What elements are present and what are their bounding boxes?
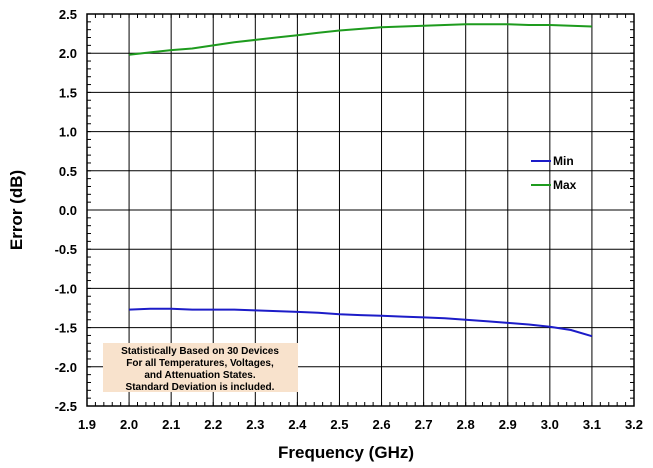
- y-tick-label: 2.0: [59, 46, 77, 61]
- x-tick-label: 2.0: [120, 417, 138, 432]
- y-axis-title: Error (dB): [7, 170, 26, 250]
- x-tick-label: 2.6: [372, 417, 390, 432]
- legend-label-min: Min: [553, 154, 574, 168]
- annotation-background: [103, 343, 298, 392]
- plot-frame: [86, 13, 635, 407]
- y-tick-label: -1.0: [55, 281, 77, 296]
- x-tick-labels: 1.9 2.0 2.1 2.2 2.3 2.4 2.5 2.6 2.7 2.8 2.9 3.0 3.1 3…: [78, 417, 643, 432]
- annotation-box: Statistically Based on 30 Devices For al…: [103, 343, 298, 393]
- annotation-line-4: Standard Deviation is included.: [126, 382, 275, 393]
- annotation-line-2: For all Temperatures, Voltages,: [126, 358, 274, 369]
- y-tick-label: 0.5: [59, 164, 77, 179]
- legend-label-max: Max: [553, 178, 577, 192]
- x-tick-label: 2.7: [415, 417, 433, 432]
- x-tick-label: 3.1: [583, 417, 601, 432]
- x-tick-label: 2.2: [204, 417, 222, 432]
- y-tick-labels: 2.5 2.0 1.5 1.0 0.5 0.0 -0.5 -1.0 -1.5 -2.0 -2.5: [55, 7, 77, 414]
- annotation-line-1: Statistically Based on 30 Devices: [121, 346, 279, 357]
- series-line-min: [129, 307, 593, 338]
- series-line-max: [128, 23, 592, 56]
- y-tick-label: -0.5: [55, 242, 77, 257]
- x-tick-label: 2.8: [457, 417, 475, 432]
- x-tick-label: 1.9: [78, 417, 96, 432]
- series-layer: [128, 23, 593, 338]
- y-tick-label: 1.0: [59, 125, 77, 140]
- x-tick-label: 2.9: [499, 417, 517, 432]
- x-tick-label: 2.4: [288, 417, 307, 432]
- y-tick-label: -2.5: [55, 399, 77, 414]
- legend: Min Max: [531, 154, 577, 192]
- x-tick-label: 2.1: [162, 417, 180, 432]
- y-tick-label: 1.5: [59, 85, 77, 100]
- y-tick-label: 0.0: [59, 203, 77, 218]
- annotation-line-3: and Attenuation States.: [144, 370, 256, 381]
- y-tick-label: -1.5: [55, 321, 77, 336]
- x-tick-label: 2.5: [330, 417, 348, 432]
- x-tick-label: 3.2: [625, 417, 643, 432]
- y-tick-label: 2.5: [59, 7, 77, 22]
- x-tick-label: 3.0: [541, 417, 559, 432]
- y-tick-label: -2.0: [55, 360, 77, 375]
- x-tick-label: 2.3: [246, 417, 264, 432]
- x-axis-title: Frequency (GHz): [278, 443, 414, 462]
